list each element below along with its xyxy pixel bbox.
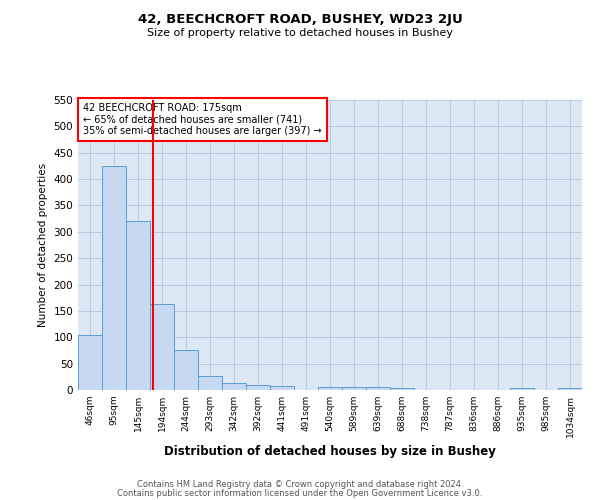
Bar bbox=[174, 350, 198, 390]
Bar bbox=[390, 388, 414, 390]
Bar bbox=[222, 383, 246, 390]
Bar bbox=[318, 388, 342, 390]
Bar bbox=[342, 388, 366, 390]
Bar bbox=[510, 388, 534, 390]
Bar bbox=[78, 334, 102, 390]
Bar bbox=[558, 388, 582, 390]
Bar bbox=[198, 376, 222, 390]
Y-axis label: Number of detached properties: Number of detached properties bbox=[38, 163, 48, 327]
Text: 42, BEECHCROFT ROAD, BUSHEY, WD23 2JU: 42, BEECHCROFT ROAD, BUSHEY, WD23 2JU bbox=[137, 12, 463, 26]
Bar bbox=[126, 222, 150, 390]
Bar bbox=[270, 386, 294, 390]
X-axis label: Distribution of detached houses by size in Bushey: Distribution of detached houses by size … bbox=[164, 445, 496, 458]
Text: 42 BEECHCROFT ROAD: 175sqm
← 65% of detached houses are smaller (741)
35% of sem: 42 BEECHCROFT ROAD: 175sqm ← 65% of deta… bbox=[83, 103, 322, 136]
Bar bbox=[102, 166, 126, 390]
Bar bbox=[366, 388, 390, 390]
Text: Size of property relative to detached houses in Bushey: Size of property relative to detached ho… bbox=[147, 28, 453, 38]
Text: Contains HM Land Registry data © Crown copyright and database right 2024.: Contains HM Land Registry data © Crown c… bbox=[137, 480, 463, 489]
Bar bbox=[150, 304, 174, 390]
Text: Contains public sector information licensed under the Open Government Licence v3: Contains public sector information licen… bbox=[118, 488, 482, 498]
Bar bbox=[246, 384, 270, 390]
